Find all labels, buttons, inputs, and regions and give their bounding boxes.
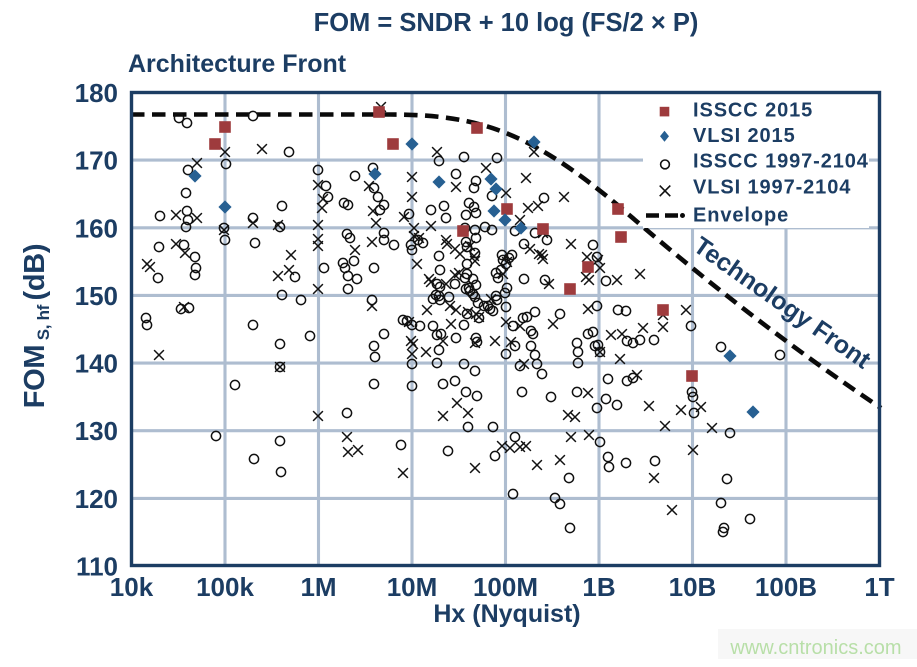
svg-text:ISSCC 1997-2104: ISSCC 1997-2104	[693, 151, 869, 173]
svg-text:1M: 1M	[300, 572, 336, 602]
svg-text:FOM S, hf (dB): FOM S, hf (dB)	[19, 244, 53, 409]
svg-text:150: 150	[75, 281, 118, 311]
svg-text:1B: 1B	[582, 572, 615, 602]
svg-text:VLSI 1997-2104: VLSI 1997-2104	[693, 177, 851, 199]
svg-text:FOM = SNDR + 10 log (FS/2 × P): FOM = SNDR + 10 log (FS/2 × P)	[314, 9, 699, 37]
svg-text:10M: 10M	[387, 572, 438, 602]
svg-text:100M: 100M	[473, 572, 538, 602]
svg-text:ISSCC 2015: ISSCC 2015	[693, 100, 813, 122]
svg-text:120: 120	[75, 484, 118, 514]
svg-text:Architecture Front: Architecture Front	[128, 50, 347, 78]
svg-text:110: 110	[76, 552, 118, 582]
svg-text:VLSI 2015: VLSI 2015	[693, 125, 796, 147]
svg-text:10k: 10k	[110, 572, 154, 602]
svg-text:160: 160	[75, 213, 118, 243]
svg-text:www.cntronics.com: www.cntronics.com	[729, 637, 901, 659]
svg-text:1T: 1T	[864, 572, 894, 602]
svg-text:170: 170	[75, 146, 118, 176]
svg-text:100B: 100B	[755, 572, 817, 602]
svg-text:130: 130	[75, 416, 118, 446]
svg-text:100k: 100k	[196, 572, 254, 602]
svg-text:180: 180	[75, 78, 118, 108]
svg-text:10B: 10B	[669, 572, 717, 602]
svg-text:Envelope: Envelope	[693, 205, 789, 227]
svg-text:Hx (Nyquist): Hx (Nyquist)	[433, 600, 580, 628]
svg-text:140: 140	[75, 349, 118, 379]
